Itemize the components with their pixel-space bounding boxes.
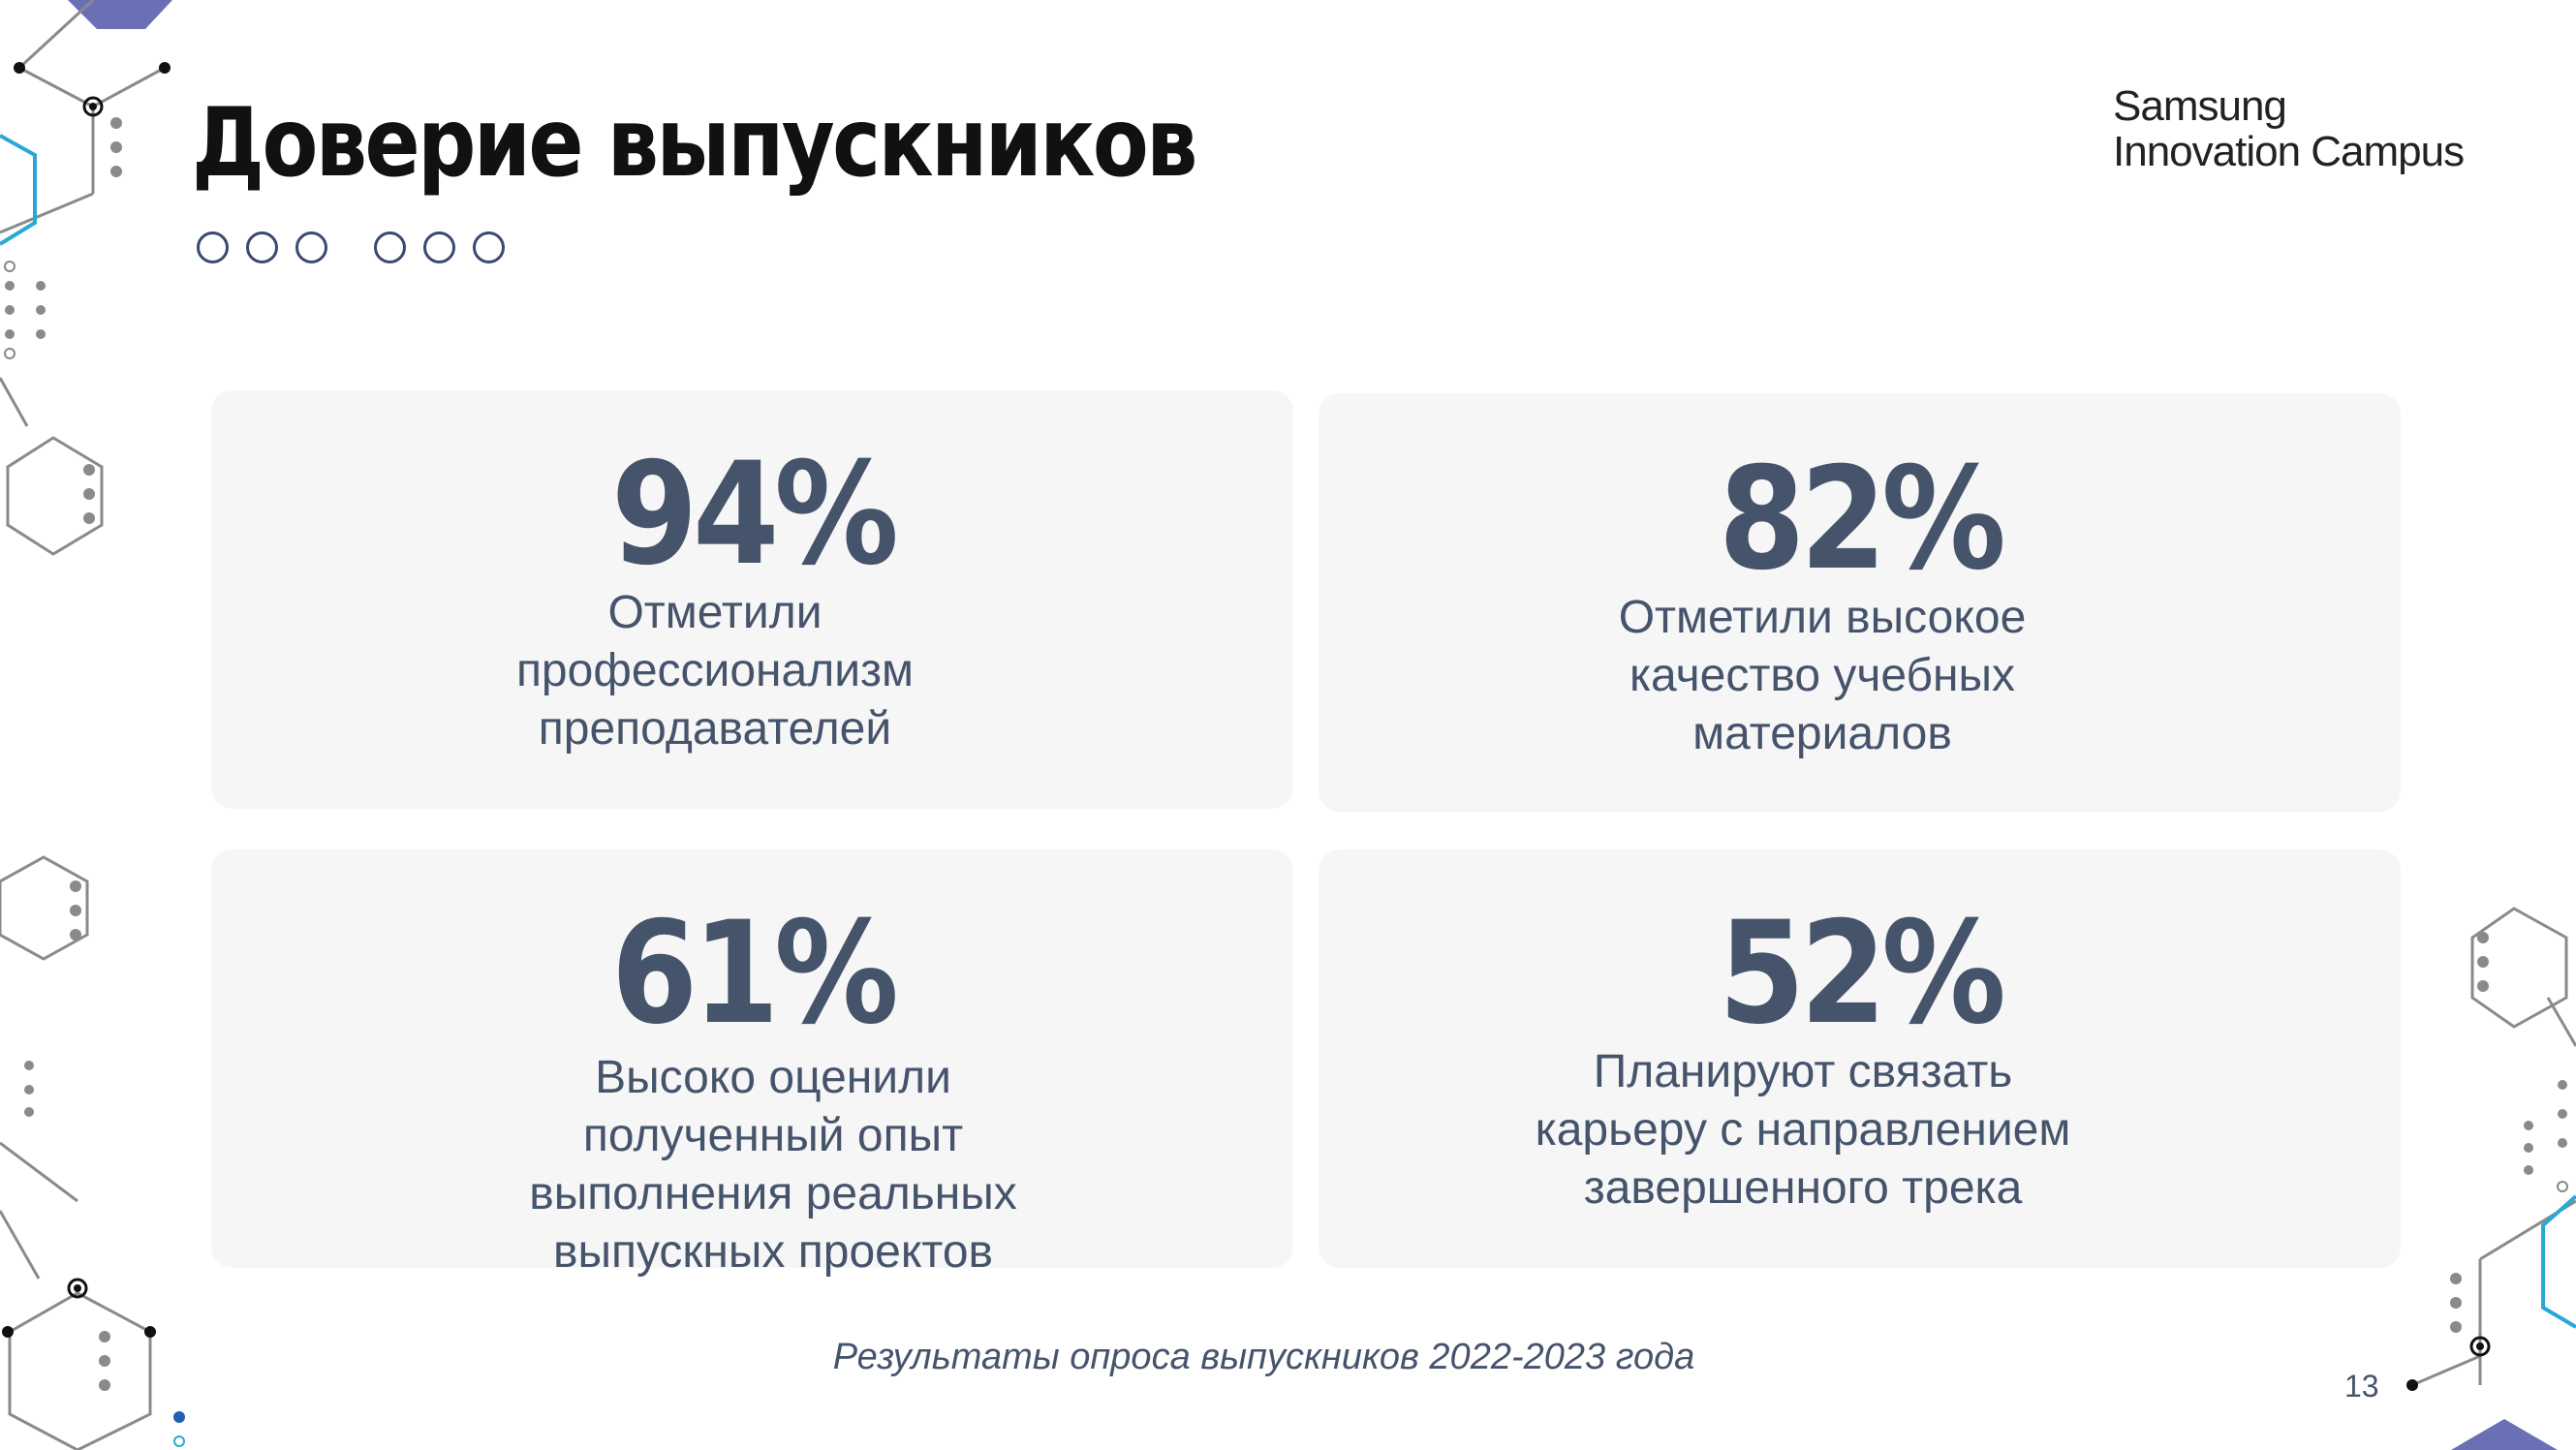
stat-value: 61% <box>610 891 899 1056</box>
circle-icon <box>295 231 327 263</box>
logo-line-2: Innovation Campus <box>2113 128 2465 175</box>
stat-description: Планируют связать карьеру с направлением… <box>1535 1046 2071 1214</box>
stat-card: 52% Планируют связать карьеру с направле… <box>1319 849 2401 1268</box>
stat-card: 82% Отметили высокое качество учебных ма… <box>1319 393 2401 812</box>
circle-icon <box>473 231 505 263</box>
logo-line-1: Samsung <box>2113 82 2287 130</box>
page-number: 13 <box>2344 1369 2379 1404</box>
stat-card: 61% Высоко оценили полученный опыт выпол… <box>211 849 1293 1278</box>
stat-card: 94% Отметили профессионализм преподавате… <box>211 390 1293 809</box>
circle-icon <box>423 231 455 263</box>
circle-icon <box>246 231 278 263</box>
stat-description: Высоко оценили полученный опыт выполнени… <box>529 1052 1017 1278</box>
decorative-circles <box>197 231 522 263</box>
stat-description: Отметили высокое качество учебных матери… <box>1618 592 2027 759</box>
samsung-logo: Samsung Innovation Campus <box>2113 82 2465 175</box>
stat-description: Отметили профессионализм преподавателей <box>515 587 915 755</box>
survey-footnote: Результаты опроса выпускников 2022-2023 … <box>0 1337 2576 1378</box>
stat-value: 94% <box>610 432 899 597</box>
slide-title: Доверие выпускников <box>192 88 1198 199</box>
survey-footnote-text: Результаты опроса выпускников 2022-2023 … <box>832 1337 1695 1377</box>
circle-icon <box>374 231 406 263</box>
stat-value: 52% <box>1718 891 2006 1056</box>
circle-icon <box>197 231 229 263</box>
stat-value: 82% <box>1718 437 2006 602</box>
